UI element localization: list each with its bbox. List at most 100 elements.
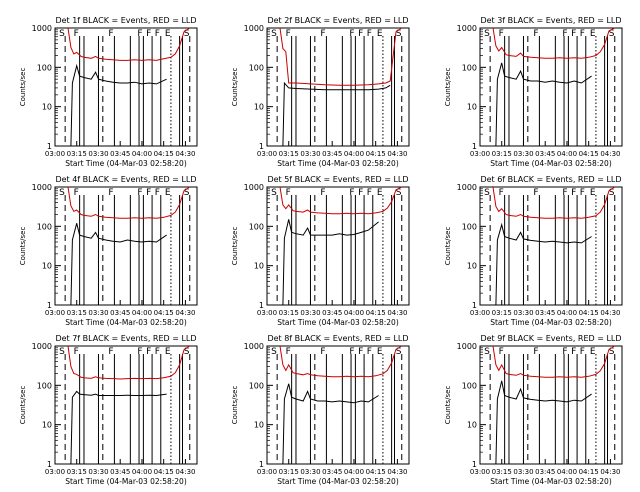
flag-label: F [499, 347, 504, 357]
y-tick-label: 1000 [244, 342, 264, 351]
x-axis-label: Start Time (04-Mar-03 02:58:20) [277, 318, 399, 327]
y-tick-label: 100 [462, 381, 477, 390]
x-tick-label: 03:30 [513, 468, 533, 476]
flag-label: F [580, 347, 585, 357]
panel-title: Det 7f BLACK = Events, RED = LLD [55, 334, 196, 343]
x-tick-label: 03:00 [257, 468, 277, 476]
detector-panel-3: Det 3f BLACK = Events, RED = LLD 1 10 100 10… [444, 16, 623, 168]
flag-label: S [271, 29, 277, 39]
flag-label: S [484, 29, 490, 39]
flag-label: F [320, 188, 325, 198]
flag-label: S [184, 188, 190, 198]
y-tick-label: 1 [259, 301, 264, 310]
flag-label: F [74, 188, 79, 198]
x-tick-label: 03:15 [492, 150, 512, 158]
flag-label: F [580, 29, 585, 39]
x-tick-label: 03:00 [45, 309, 65, 317]
y-tick-label: 100 [37, 63, 52, 72]
panel-title: Det 2f BLACK = Events, RED = LLD [267, 16, 408, 25]
events-series-line [495, 380, 592, 465]
detector-panel-9: Det 9f BLACK = Events, RED = LLD 1 10 100 10… [444, 334, 623, 486]
flag-label: F [358, 29, 363, 39]
flag-label: S [59, 347, 65, 357]
flag-label: F [349, 347, 354, 357]
x-tick-label: 04:15 [366, 150, 386, 158]
x-axis-label: Start Time (04-Mar-03 02:58:20) [277, 477, 399, 486]
x-tick-label: 04:15 [154, 150, 174, 158]
y-tick-label: 10 [467, 421, 477, 430]
flag-label: F [499, 188, 504, 198]
flag-label: F [286, 29, 291, 39]
flag-label: F [320, 29, 325, 39]
events-series-line [70, 223, 167, 306]
x-tick-label: 03:15 [67, 150, 87, 158]
flag-label: F [155, 188, 160, 198]
flag-label: F [571, 347, 576, 357]
flag-label: F [367, 347, 372, 357]
flag-label: F [74, 347, 79, 357]
x-tick-label: 03:45 [535, 309, 555, 317]
x-tick-label: 04:00 [132, 468, 152, 476]
flag-label: E [377, 347, 383, 357]
x-tick-label: 03:30 [300, 309, 320, 317]
x-tick-label: 04:15 [579, 468, 599, 476]
y-tick-label: 1 [47, 142, 52, 151]
x-axis-label: Start Time (04-Mar-03 02:58:20) [490, 159, 612, 168]
x-tick-label: 03:00 [45, 468, 65, 476]
flag-label: S [396, 188, 402, 198]
x-axis-label: Start Time (04-Mar-03 02:58:20) [65, 477, 187, 486]
flag-label: F [108, 347, 113, 357]
flag-label: S [271, 188, 277, 198]
lld-series-line [279, 186, 403, 215]
flag-label: F [367, 188, 372, 198]
flag-label: F [499, 29, 504, 39]
flag-label: S [59, 188, 65, 198]
flag-label: E [590, 29, 596, 39]
x-tick-label: 03:45 [110, 309, 130, 317]
flag-label: F [137, 347, 142, 357]
x-tick-label: 03:45 [322, 468, 342, 476]
y-tick-label: 1000 [457, 24, 477, 33]
plot-frame [479, 27, 623, 147]
flag-label: F [367, 29, 372, 39]
lld-series-line [67, 345, 191, 380]
flag-label: F [562, 188, 567, 198]
x-tick-label: 03:00 [45, 150, 65, 158]
x-tick-label: 04:00 [557, 150, 577, 158]
x-axis-label: Start Time (04-Mar-03 02:58:20) [65, 159, 187, 168]
y-axis-label: Counts/sec [444, 227, 452, 266]
detector-panel-6: Det 6f BLACK = Events, RED = LLD 1 10 100 10… [444, 175, 623, 327]
flag-label: F [108, 188, 113, 198]
x-tick-label: 03:30 [513, 309, 533, 317]
x-axis-label: Start Time (04-Mar-03 02:58:20) [277, 159, 399, 168]
x-tick-label: 04:15 [366, 468, 386, 476]
x-axis-label: Start Time (04-Mar-03 02:58:20) [65, 318, 187, 327]
flag-label: F [108, 29, 113, 39]
y-tick-label: 1 [259, 460, 264, 469]
flag-label: S [396, 347, 402, 357]
y-tick-label: 1 [259, 142, 264, 151]
x-tick-label: 04:30 [387, 468, 407, 476]
events-series-line [282, 219, 379, 306]
lld-series-line [279, 27, 403, 86]
y-tick-label: 10 [254, 103, 264, 112]
flag-label: S [271, 347, 277, 357]
y-tick-label: 1000 [457, 183, 477, 192]
y-axis-label: Counts/sec [444, 68, 452, 107]
panel-title: Det 8f BLACK = Events, RED = LLD [267, 334, 408, 343]
y-tick-label: 1000 [32, 24, 52, 33]
flag-label: F [533, 29, 538, 39]
flag-label: F [146, 347, 151, 357]
panel-title: Det 6f BLACK = Events, RED = LLD [480, 175, 621, 184]
plot-frame [54, 345, 198, 465]
x-axis-label: Start Time (04-Mar-03 02:58:20) [490, 318, 612, 327]
x-tick-label: 03:00 [257, 150, 277, 158]
y-axis-label: Counts/sec [231, 227, 239, 266]
flag-label: E [590, 347, 596, 357]
events-series-line [70, 390, 167, 465]
flag-label: E [590, 188, 596, 198]
y-axis-label: Counts/sec [231, 386, 239, 425]
flag-label: F [146, 188, 151, 198]
y-tick-label: 100 [462, 63, 477, 72]
detector-panel-1: Det 1f BLACK = Events, RED = LLD 1 10 100 10… [19, 16, 198, 168]
